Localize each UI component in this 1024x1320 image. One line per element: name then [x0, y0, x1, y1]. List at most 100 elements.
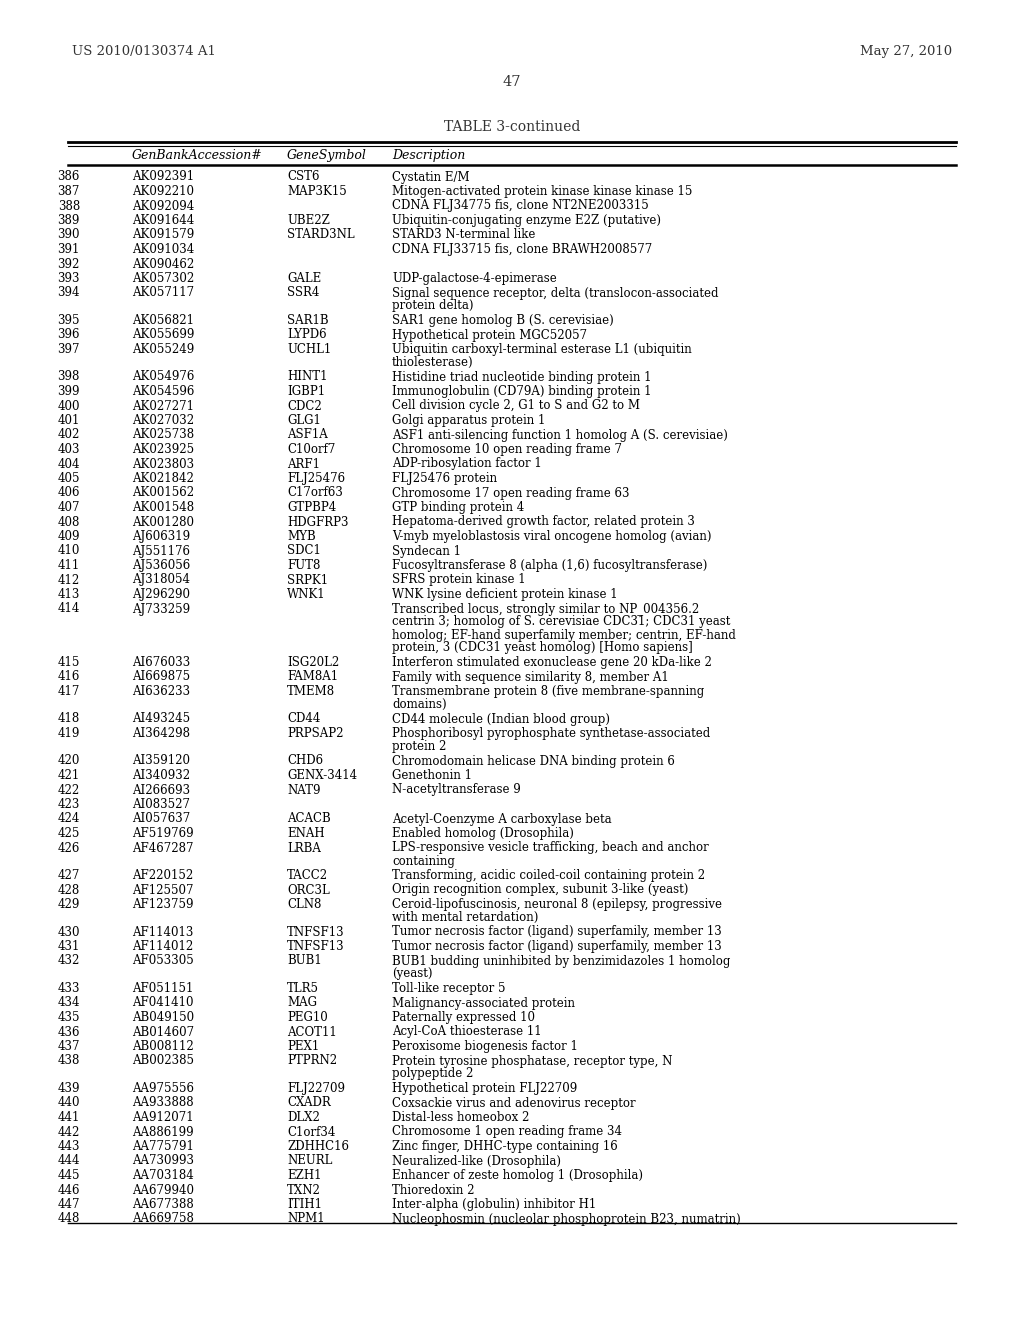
Text: Protein tyrosine phosphatase, receptor type, N: Protein tyrosine phosphatase, receptor t…: [392, 1055, 673, 1068]
Text: 423: 423: [57, 799, 80, 810]
Text: AF467287: AF467287: [132, 842, 194, 854]
Text: Description: Description: [392, 149, 465, 162]
Text: AA677388: AA677388: [132, 1199, 194, 1210]
Text: AF041410: AF041410: [132, 997, 194, 1010]
Text: Acetyl-Coenzyme A carboxylase beta: Acetyl-Coenzyme A carboxylase beta: [392, 813, 611, 825]
Text: FUT8: FUT8: [287, 558, 321, 572]
Text: 402: 402: [57, 429, 80, 441]
Text: GLG1: GLG1: [287, 414, 321, 426]
Text: EZH1: EZH1: [287, 1170, 322, 1181]
Text: AI493245: AI493245: [132, 713, 190, 726]
Text: containing: containing: [392, 854, 455, 867]
Text: 418: 418: [57, 713, 80, 726]
Text: CLN8: CLN8: [287, 898, 322, 911]
Text: Paternally expressed 10: Paternally expressed 10: [392, 1011, 535, 1024]
Text: 426: 426: [57, 842, 80, 854]
Text: MAG: MAG: [287, 997, 317, 1010]
Text: 407: 407: [57, 502, 80, 513]
Text: AK021842: AK021842: [132, 473, 194, 484]
Text: Enhancer of zeste homolog 1 (Drosophila): Enhancer of zeste homolog 1 (Drosophila): [392, 1170, 643, 1181]
Text: 389: 389: [57, 214, 80, 227]
Text: 411: 411: [57, 558, 80, 572]
Text: SAR1 gene homolog B (S. cerevisiae): SAR1 gene homolog B (S. cerevisiae): [392, 314, 613, 327]
Text: 432: 432: [57, 954, 80, 968]
Text: Peroxisome biogenesis factor 1: Peroxisome biogenesis factor 1: [392, 1040, 578, 1053]
Text: thiolesterase): thiolesterase): [392, 356, 474, 370]
Text: 404: 404: [57, 458, 80, 470]
Text: 434: 434: [57, 997, 80, 1010]
Text: GENX-3414: GENX-3414: [287, 770, 357, 781]
Text: Signal sequence receptor, delta (translocon-associated: Signal sequence receptor, delta (translo…: [392, 286, 719, 300]
Text: 435: 435: [57, 1011, 80, 1024]
Text: FLJ22709: FLJ22709: [287, 1082, 345, 1096]
Text: GeneSymbol: GeneSymbol: [287, 149, 367, 162]
Text: 431: 431: [57, 940, 80, 953]
Text: UCHL1: UCHL1: [287, 343, 331, 356]
Text: AF051151: AF051151: [132, 982, 194, 995]
Text: Hypothetical protein FLJ22709: Hypothetical protein FLJ22709: [392, 1082, 578, 1096]
Text: Transmembrane protein 8 (five membrane-spanning: Transmembrane protein 8 (five membrane-s…: [392, 685, 705, 698]
Text: Zinc finger, DHHC-type containing 16: Zinc finger, DHHC-type containing 16: [392, 1140, 617, 1152]
Text: TMEM8: TMEM8: [287, 685, 335, 698]
Text: Histidine triad nucleotide binding protein 1: Histidine triad nucleotide binding prote…: [392, 371, 651, 384]
Text: 412: 412: [57, 573, 80, 586]
Text: CDNA FLJ34775 fis, clone NT2NE2003315: CDNA FLJ34775 fis, clone NT2NE2003315: [392, 199, 649, 213]
Text: AJ606319: AJ606319: [132, 531, 190, 543]
Text: 437: 437: [57, 1040, 80, 1053]
Text: ITIH1: ITIH1: [287, 1199, 322, 1210]
Text: Cell division cycle 2, G1 to S and G2 to M: Cell division cycle 2, G1 to S and G2 to…: [392, 400, 640, 412]
Text: AA703184: AA703184: [132, 1170, 194, 1181]
Text: Tumor necrosis factor (ligand) superfamily, member 13: Tumor necrosis factor (ligand) superfami…: [392, 940, 722, 953]
Text: STARD3NL: STARD3NL: [287, 228, 354, 242]
Text: 422: 422: [57, 784, 80, 796]
Text: 442: 442: [57, 1126, 80, 1138]
Text: ASF1A: ASF1A: [287, 429, 328, 441]
Text: AJ551176: AJ551176: [132, 544, 190, 557]
Text: centrin 3; homolog of S. cerevisiae CDC31; CDC31 yeast: centrin 3; homolog of S. cerevisiae CDC3…: [392, 615, 730, 628]
Text: Mitogen-activated protein kinase kinase kinase 15: Mitogen-activated protein kinase kinase …: [392, 185, 692, 198]
Text: 444: 444: [57, 1155, 80, 1167]
Text: 390: 390: [57, 228, 80, 242]
Text: NPM1: NPM1: [287, 1213, 325, 1225]
Text: 429: 429: [57, 898, 80, 911]
Text: ORC3L: ORC3L: [287, 883, 330, 896]
Text: AI364298: AI364298: [132, 727, 190, 741]
Text: AJ733259: AJ733259: [132, 602, 190, 615]
Text: 405: 405: [57, 473, 80, 484]
Text: HINT1: HINT1: [287, 371, 328, 384]
Text: AK092094: AK092094: [132, 199, 195, 213]
Text: Transforming, acidic coiled-coil containing protein 2: Transforming, acidic coiled-coil contain…: [392, 869, 706, 882]
Text: Fucosyltransferase 8 (alpha (1,6) fucosyltransferase): Fucosyltransferase 8 (alpha (1,6) fucosy…: [392, 558, 708, 572]
Text: polypeptide 2: polypeptide 2: [392, 1068, 473, 1081]
Text: 400: 400: [57, 400, 80, 412]
Text: 394: 394: [57, 286, 80, 300]
Text: 439: 439: [57, 1082, 80, 1096]
Text: 427: 427: [57, 869, 80, 882]
Text: AI266693: AI266693: [132, 784, 190, 796]
Text: CD44: CD44: [287, 713, 321, 726]
Text: 387: 387: [57, 185, 80, 198]
Text: 388: 388: [57, 199, 80, 213]
Text: Toll-like receptor 5: Toll-like receptor 5: [392, 982, 506, 995]
Text: NEURL: NEURL: [287, 1155, 333, 1167]
Text: 441: 441: [57, 1111, 80, 1125]
Text: Chromosome 1 open reading frame 34: Chromosome 1 open reading frame 34: [392, 1126, 622, 1138]
Text: 430: 430: [57, 925, 80, 939]
Text: FLJ25476: FLJ25476: [287, 473, 345, 484]
Text: AA886199: AA886199: [132, 1126, 194, 1138]
Text: 438: 438: [57, 1055, 80, 1068]
Text: CDC2: CDC2: [287, 400, 322, 412]
Text: Ubiquitin carboxyl-terminal esterase L1 (ubiquitin: Ubiquitin carboxyl-terminal esterase L1 …: [392, 343, 692, 356]
Text: Thioredoxin 2: Thioredoxin 2: [392, 1184, 474, 1196]
Text: AA679940: AA679940: [132, 1184, 194, 1196]
Text: AK001562: AK001562: [132, 487, 195, 499]
Text: TACC2: TACC2: [287, 869, 328, 882]
Text: ZDHHC16: ZDHHC16: [287, 1140, 349, 1152]
Text: AK027271: AK027271: [132, 400, 194, 412]
Text: AB008112: AB008112: [132, 1040, 194, 1053]
Text: N-acetyltransferase 9: N-acetyltransferase 9: [392, 784, 521, 796]
Text: PEG10: PEG10: [287, 1011, 328, 1024]
Text: 395: 395: [57, 314, 80, 327]
Text: AK001280: AK001280: [132, 516, 194, 528]
Text: AA912071: AA912071: [132, 1111, 194, 1125]
